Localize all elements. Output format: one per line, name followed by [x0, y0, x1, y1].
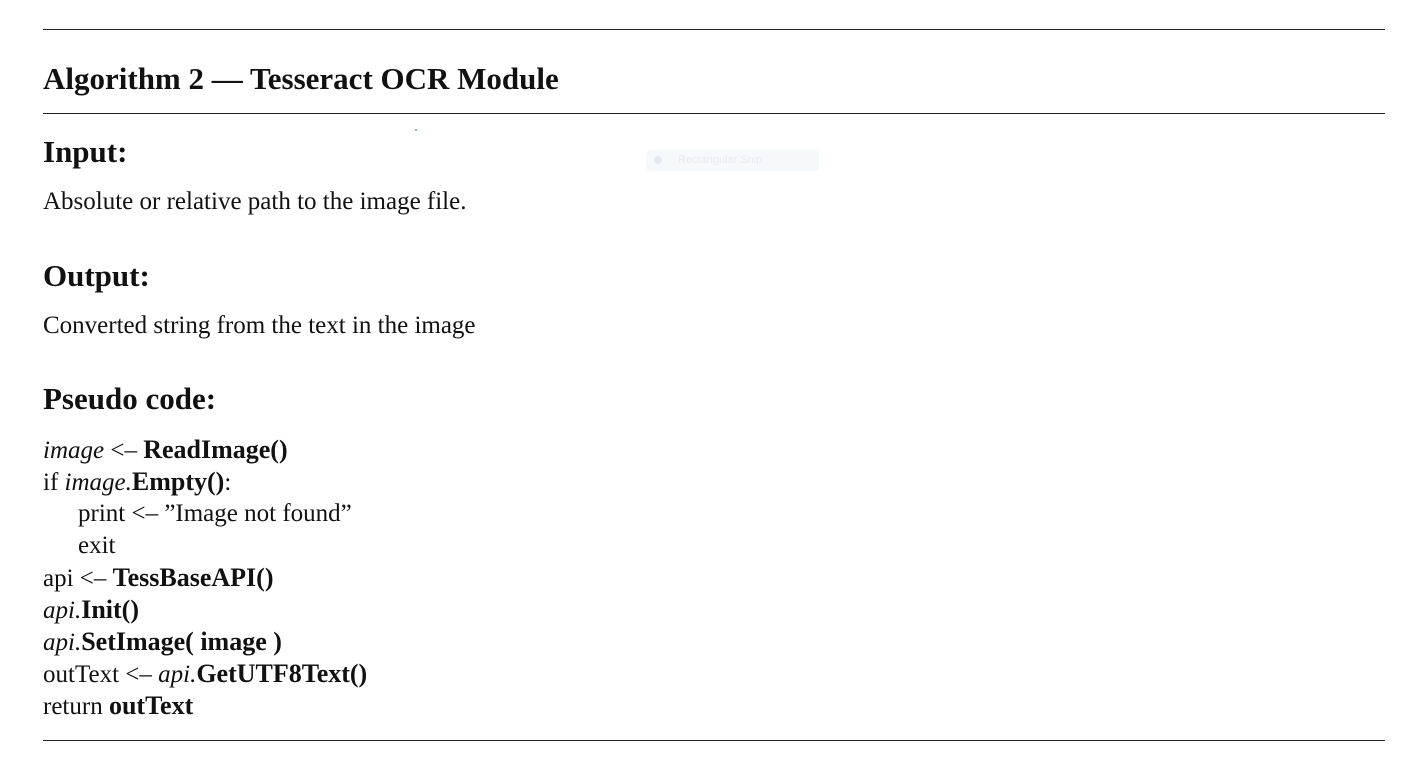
code-operator: <–: [104, 437, 144, 464]
code-line: image <– ReadImage(): [43, 434, 367, 466]
code-line: api.Init(): [43, 594, 367, 626]
cursor-speck: [415, 129, 417, 131]
code-call: outText: [108, 691, 194, 720]
code-text: return: [43, 693, 109, 720]
code-line: api.SetImage( image ): [43, 626, 367, 658]
code-text: api <–: [43, 565, 113, 592]
output-description: Converted string from the text in the im…: [43, 312, 476, 339]
top-rule: [43, 29, 1385, 30]
code-keyword: if: [43, 469, 65, 496]
output-heading: Output:: [43, 258, 150, 293]
code-call: Init(): [81, 595, 139, 624]
code-line: exit: [43, 530, 367, 562]
code-line: return outText: [43, 690, 367, 722]
code-call: ReadImage(): [143, 435, 288, 464]
code-punctuation: :: [224, 469, 232, 496]
code-variable: api.: [158, 661, 197, 688]
code-text: outText <–: [43, 661, 159, 688]
code-line: if image.Empty():: [43, 466, 367, 498]
pseudo-code-block: image <– ReadImage() if image.Empty(): p…: [43, 434, 367, 722]
title-rule: [43, 113, 1385, 114]
bottom-rule: [43, 740, 1385, 741]
snip-label: Rectangular Snip: [678, 154, 763, 166]
code-variable: api.: [43, 597, 82, 624]
algorithm-document: Algorithm 2 — Tesseract OCR Module Input…: [43, 0, 1385, 778]
code-line: api <– TessBaseAPI(): [43, 562, 367, 594]
pseudo-code-heading: Pseudo code:: [43, 381, 217, 416]
snip-icon: [654, 156, 662, 164]
code-variable: api.: [43, 629, 82, 656]
code-call: SetImage( image ): [81, 627, 282, 656]
input-description: Absolute or relative path to the image f…: [43, 188, 467, 215]
code-line: outText <– api.GetUTF8Text(): [43, 658, 367, 690]
snip-overlay-chip[interactable]: Rectangular Snip: [646, 150, 819, 171]
code-call: GetUTF8Text(): [196, 659, 368, 688]
code-variable: image: [43, 437, 105, 464]
code-line: print <– ”Image not found”: [43, 498, 367, 530]
code-text: print <– ”Image not found”: [78, 500, 352, 527]
algorithm-title: Algorithm 2 — Tesseract OCR Module: [43, 61, 559, 96]
code-call: TessBaseAPI(): [112, 563, 274, 592]
input-heading: Input:: [43, 134, 128, 169]
code-variable: image.: [64, 469, 132, 496]
code-call: Empty(): [131, 467, 225, 496]
code-text: exit: [78, 532, 116, 559]
